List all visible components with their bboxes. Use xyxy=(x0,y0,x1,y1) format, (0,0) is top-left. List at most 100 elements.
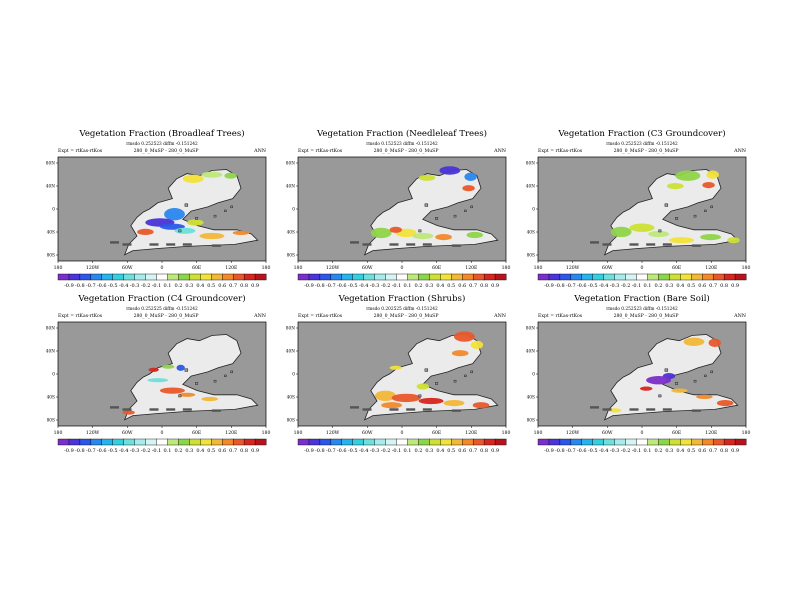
island xyxy=(350,241,359,244)
colorbar-swatch xyxy=(211,438,223,446)
x-tick-label: 0 xyxy=(401,265,404,271)
y-tick-label: 40N xyxy=(46,185,55,190)
colorbar-swatch xyxy=(691,273,703,281)
lake xyxy=(453,214,457,218)
x-tick-label: 180 xyxy=(54,265,63,271)
colorbar-tick-label: -0.3 xyxy=(130,283,140,289)
lake xyxy=(693,379,697,383)
colorbar-swatch xyxy=(603,438,616,446)
lake xyxy=(675,382,679,385)
island xyxy=(362,243,372,246)
colorbar-tick-label: -0.3 xyxy=(370,283,380,289)
anomaly-cell xyxy=(201,171,223,178)
lake xyxy=(658,394,662,398)
anomaly-cell xyxy=(464,172,477,181)
anomaly-cell xyxy=(174,227,196,234)
x-tick-label: 60W xyxy=(602,265,613,271)
colorbar-tick-label: -0.4 xyxy=(119,283,129,289)
anomaly-cell xyxy=(472,402,490,409)
x-tick-label: 180 xyxy=(534,265,543,271)
colorbar-tick-label: 0.3 xyxy=(185,448,193,454)
colorbar-tick-label: 0.4 xyxy=(436,448,444,454)
lake xyxy=(453,379,457,383)
colorbar-tick-label: -0.4 xyxy=(119,448,129,454)
anomaly-cell xyxy=(716,400,734,407)
lake xyxy=(418,394,422,398)
island xyxy=(149,243,159,246)
lake xyxy=(418,229,422,233)
lake xyxy=(658,229,662,233)
colorbar-swatch xyxy=(723,273,736,281)
colorbar-swatch xyxy=(462,438,474,446)
colorbar-tick-label: -0.5 xyxy=(348,448,358,454)
colorbar-swatch xyxy=(548,273,561,281)
colorbar-swatch xyxy=(363,438,376,446)
lake xyxy=(464,374,467,377)
colorbar-tick-label: -0.6 xyxy=(577,283,587,289)
anomaly-cell xyxy=(370,227,392,239)
colorbar-swatch xyxy=(57,273,70,281)
colorbar-swatch xyxy=(243,438,256,446)
colorbar-swatch xyxy=(178,273,190,281)
panel-title: Vegetation Fraction (Broadleaf Trees) xyxy=(78,128,244,139)
colorbar-swatch xyxy=(483,273,496,281)
island xyxy=(122,408,132,411)
colorbar-tick-label: -0.7 xyxy=(86,283,96,289)
lake xyxy=(195,217,199,220)
anomaly-cell xyxy=(224,172,237,179)
lake xyxy=(230,370,233,374)
island xyxy=(646,243,656,246)
island xyxy=(166,243,176,246)
colorbar-tick-label: -0.7 xyxy=(326,448,336,454)
colorbar-tick-label: -0.9 xyxy=(544,283,554,289)
panel-subtitle: rmsdo 0.152523 diffm -0.151242 xyxy=(366,142,438,147)
season-label: ANN xyxy=(493,313,506,319)
colorbar-swatch xyxy=(145,273,157,281)
colorbar-tick-label: 0.2 xyxy=(174,283,182,289)
anomaly-cell xyxy=(646,376,672,385)
anomaly-cell xyxy=(451,350,469,357)
anomaly-cell xyxy=(702,182,715,189)
panel-title: Vegetation Fraction (C3 Groundcover) xyxy=(557,128,725,139)
y-tick-label: 80N xyxy=(286,327,295,332)
colorbar-swatch xyxy=(581,273,594,281)
colorbar-swatch xyxy=(90,438,103,446)
colorbar-tick-label: 0.3 xyxy=(665,448,673,454)
lake xyxy=(704,374,707,377)
expt-label: Expt = rtKas-rtKos xyxy=(538,313,583,319)
lake xyxy=(664,203,669,207)
colorbar-swatch xyxy=(101,438,114,446)
colorbar-tick-label: 0.9 xyxy=(491,283,499,289)
colorbar-tick-label: -0.9 xyxy=(304,448,314,454)
panel-title: Vegetation Fraction (Needleleaf Trees) xyxy=(316,128,487,139)
colorbar-swatch xyxy=(559,273,572,281)
panel-title: Vegetation Fraction (Bare Soil) xyxy=(573,293,710,304)
colorbar-tick-label: -0.9 xyxy=(544,448,554,454)
island xyxy=(211,409,221,412)
colorbar-swatch xyxy=(297,438,310,446)
panel-subtitle: rmsdo 0.202525 diffm -0.151242 xyxy=(366,307,438,312)
x-tick-label: 120E xyxy=(465,265,477,271)
colorbar-swatch xyxy=(308,273,321,281)
anomaly-cell xyxy=(700,234,721,241)
colorbar-tick-label: 0.6 xyxy=(458,283,466,289)
run-label: 280_0_MuSP - 280_0_MuSP xyxy=(374,313,439,319)
colorbar-tick-label: 0.3 xyxy=(665,283,673,289)
colorbar-swatch xyxy=(352,438,365,446)
colorbar-swatch xyxy=(396,273,408,281)
colorbar-swatch xyxy=(462,273,474,281)
colorbar-swatch xyxy=(647,438,659,446)
colorbar-swatch xyxy=(581,438,594,446)
colorbar-swatch xyxy=(429,438,441,446)
season-label: ANN xyxy=(253,148,266,154)
colorbar-tick-label: -0.2 xyxy=(141,283,151,289)
anomaly-cell xyxy=(159,387,185,394)
colorbar-swatch xyxy=(494,273,507,281)
colorbar-tick-label: -0.8 xyxy=(75,283,85,289)
colorbar-tick-label: -0.1 xyxy=(632,283,642,289)
colorbar-swatch xyxy=(603,273,616,281)
x-tick-label: 180 xyxy=(262,430,271,436)
colorbar-tick-label: 0.5 xyxy=(687,448,695,454)
y-tick-label: 0 xyxy=(52,208,55,213)
anomaly-cell xyxy=(176,364,185,371)
